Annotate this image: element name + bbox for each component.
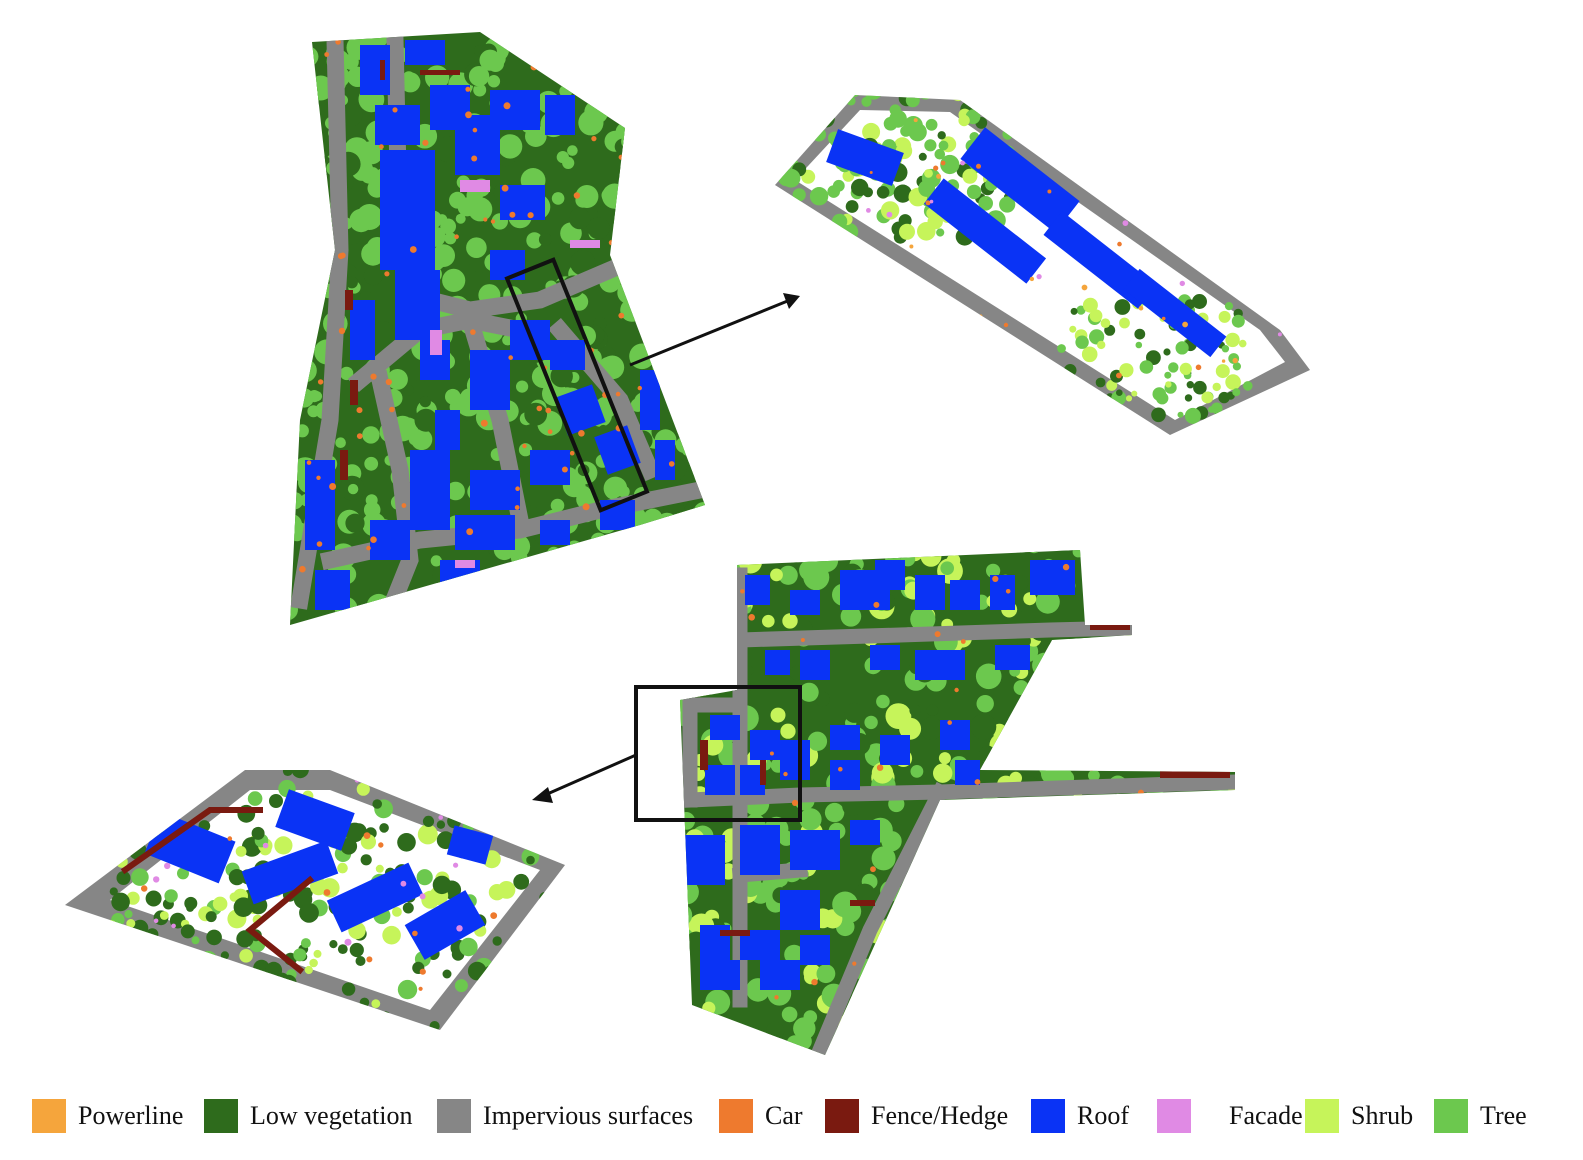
zoom-box-top	[504, 257, 650, 513]
legend-label: Car	[765, 1101, 803, 1130]
top-right-zoomed-3d-view	[775, 95, 1310, 435]
roof-buildings	[826, 127, 1227, 358]
legend-label: Tree	[1480, 1101, 1527, 1130]
legend-label: Fence/Hedge	[871, 1101, 1009, 1130]
legend-item-tree: Tree	[1434, 1098, 1527, 1134]
legend-swatch	[1157, 1099, 1191, 1133]
class-legend: Powerline Low vegetation Impervious surfac…	[0, 1090, 1583, 1150]
legend-label: Shrub	[1351, 1101, 1414, 1130]
legend-item-roof: Roof	[1031, 1098, 1129, 1134]
arrow-to-top-right-view	[629, 293, 800, 367]
legend-swatch	[825, 1099, 859, 1133]
legend-label: Impervious surfaces	[483, 1101, 694, 1130]
legend-swatch	[719, 1099, 753, 1133]
legend-item-shrub: Shrub	[1305, 1098, 1413, 1134]
legend-swatch	[204, 1099, 238, 1133]
legend-item-powerline: Powerline	[32, 1098, 183, 1134]
segmentation-scene	[65, 32, 1310, 1055]
legend-label: Low vegetation	[250, 1101, 413, 1130]
fence-hedge	[340, 60, 460, 480]
fence-hedge	[120, 807, 315, 975]
legend-item-fence-hedge: Fence/Hedge	[825, 1098, 1008, 1134]
legend-label: Roof	[1077, 1101, 1129, 1130]
legend-swatch	[32, 1099, 66, 1133]
legend-label: Facade	[1229, 1101, 1303, 1130]
legend-swatch	[1031, 1099, 1065, 1133]
zoom-box-bottom	[634, 685, 802, 822]
bottom-right-overview-map	[680, 550, 1235, 1055]
roof-buildings	[144, 789, 494, 960]
facade-points	[430, 180, 600, 568]
legend-swatch	[437, 1099, 471, 1133]
legend-swatch	[1434, 1099, 1468, 1133]
legend-label: Powerline	[78, 1101, 184, 1130]
legend-item-impervious-surfaces: Impervious surfaces	[437, 1098, 693, 1134]
top-left-overview-map	[290, 32, 705, 625]
arrow-to-bottom-left-view	[532, 753, 637, 803]
legend-item-facade: Facade	[1157, 1098, 1303, 1134]
fence-hedge	[700, 622, 1230, 936]
legend-swatch	[1305, 1099, 1339, 1133]
bottom-left-zoomed-3d-view	[65, 770, 565, 1030]
legend-item-car: Car	[719, 1098, 803, 1134]
legend-item-low-vegetation: Low vegetation	[204, 1098, 412, 1134]
